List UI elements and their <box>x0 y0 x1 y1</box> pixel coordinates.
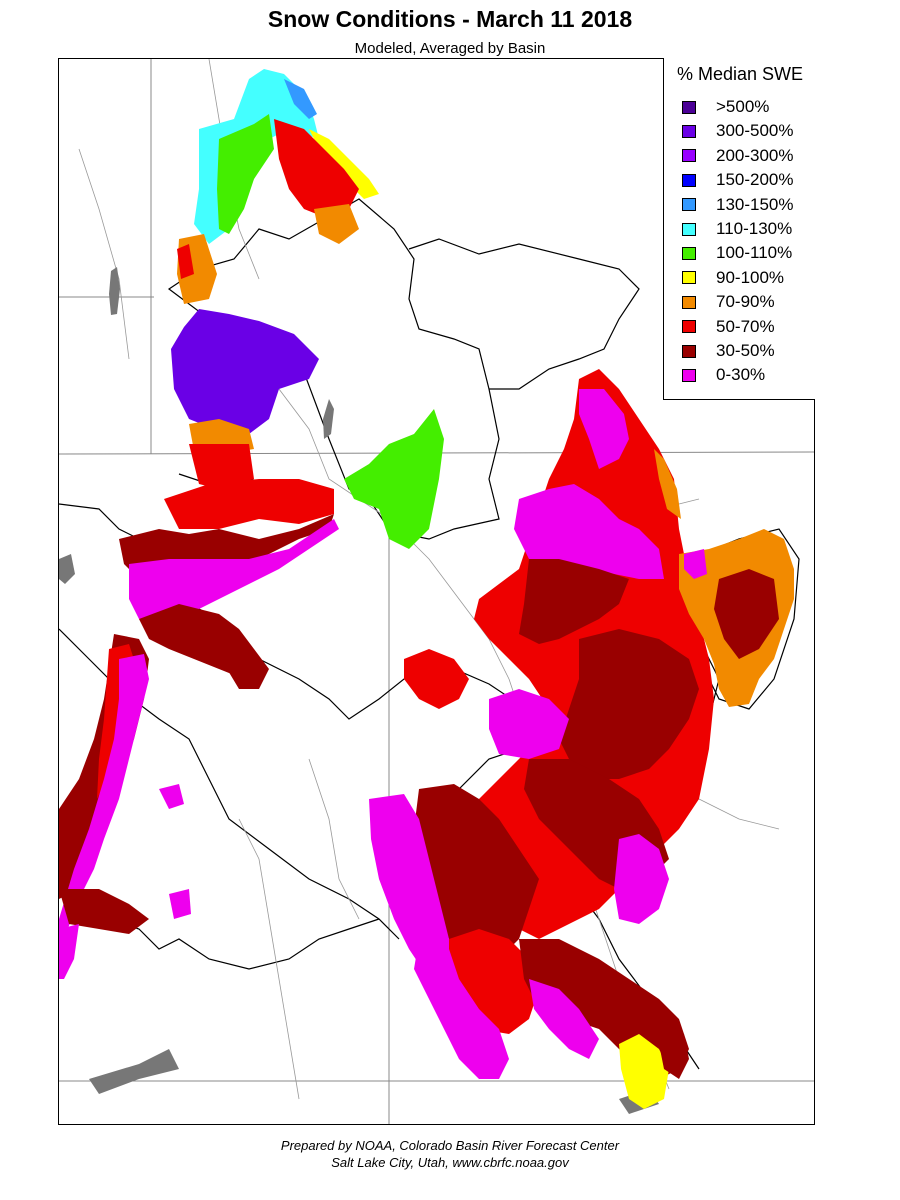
legend-item: >500% <box>682 96 769 118</box>
region-50-70-mid <box>189 444 254 489</box>
region-50-70-north <box>274 119 359 219</box>
map-subtitle: Modeled, Averaged by Basin <box>354 40 546 57</box>
legend-label: 70-90% <box>716 292 775 312</box>
legend-item: 100-110% <box>682 242 792 264</box>
region-70-90-north <box>314 204 359 244</box>
legend-item: 30-50% <box>682 340 775 362</box>
legend-item: 70-90% <box>682 291 775 313</box>
legend-item: 200-300% <box>682 145 794 167</box>
legend-label: 0-30% <box>716 365 766 385</box>
legend-swatch <box>682 124 696 138</box>
map-canvas <box>59 59 814 1124</box>
legend-label: 150-200% <box>716 170 794 190</box>
legend-swatch <box>682 295 696 309</box>
region-50-70-band <box>164 479 334 529</box>
legend-title: % Median SWE <box>676 64 804 84</box>
region-30-50-east <box>519 559 629 644</box>
legend-label: 300-500% <box>716 121 794 141</box>
region-0-30-patch3 <box>169 889 191 919</box>
region-90-100-se <box>619 1034 669 1109</box>
region-0-30-east-orange <box>684 549 707 579</box>
legend-label: 90-100% <box>716 267 785 287</box>
region-130-150 <box>284 79 317 119</box>
region-0-30-east <box>514 484 664 579</box>
legend-swatch <box>682 198 696 212</box>
region-200-300 <box>171 309 319 434</box>
legend-label: 30-50% <box>716 341 775 360</box>
region-90-100-north <box>309 129 379 199</box>
region-30-50-patch1 <box>227 649 269 689</box>
region-70-90-east-edge <box>654 449 681 519</box>
region-100-110 <box>217 114 274 234</box>
legend-label: 200-300% <box>716 145 794 165</box>
legend-label: 110-130% <box>716 219 793 238</box>
legend-swatch <box>682 246 696 260</box>
footer-line-1: Prepared by NOAA, Colorado Basin River F… <box>280 1138 620 1153</box>
legend-swatch <box>682 368 696 382</box>
legend-item: 130-150% <box>682 194 794 216</box>
region-0-30-sw <box>59 924 79 979</box>
region-30-50-sw <box>59 889 149 934</box>
legend-label: 100-110% <box>716 243 793 263</box>
footer-line-2: Salt Lake City, Utah, www.cbrfc.noaa.gov <box>331 1155 569 1170</box>
region-50-70-west <box>177 244 194 279</box>
legend-item: 110-130% <box>682 218 792 240</box>
legend: % Median SWE >500% 300-500% 200-300% 150-20… <box>663 58 815 400</box>
legend-label: 50-70% <box>716 316 775 336</box>
region-0-30-westcol <box>59 654 149 959</box>
legend-label: 130-150% <box>716 194 794 214</box>
region-30-50-east2 <box>559 629 699 779</box>
legend-item: 150-200% <box>682 169 794 191</box>
region-0-30-south <box>369 794 459 989</box>
legend-swatch <box>682 271 696 285</box>
legend-item: 300-500% <box>682 120 794 142</box>
region-0-30-east-north <box>579 389 629 469</box>
legend-swatch <box>682 320 696 334</box>
legend-swatch <box>682 173 696 187</box>
legend-swatch <box>682 344 696 358</box>
legend-swatch <box>682 149 696 163</box>
region-0-30-se <box>529 979 599 1059</box>
region-0-30-south2 <box>414 939 509 1079</box>
region-30-50-south <box>414 784 539 969</box>
legend-item: 50-70% <box>682 316 775 338</box>
region-0-30-east-mid <box>489 689 569 759</box>
legend-item: 90-100% <box>682 267 784 289</box>
legend-label: >500% <box>716 97 770 116</box>
state-boundaries <box>59 59 814 1124</box>
region-30-50-east-orange <box>714 569 779 659</box>
region-100-110-central <box>344 409 444 549</box>
legend-swatch <box>682 100 696 114</box>
region-0-30-east-low <box>614 834 669 924</box>
legend-item: 0-30% <box>682 364 765 386</box>
map-title: Snow Conditions - March 11 2018 <box>267 6 633 32</box>
lakes <box>59 267 659 1114</box>
region-50-70-patch1 <box>404 649 469 709</box>
region-30-50-se2 <box>659 1019 689 1079</box>
snow-regions <box>59 69 794 1109</box>
region-0-30-patch2 <box>159 784 184 809</box>
legend-swatch <box>682 222 696 236</box>
